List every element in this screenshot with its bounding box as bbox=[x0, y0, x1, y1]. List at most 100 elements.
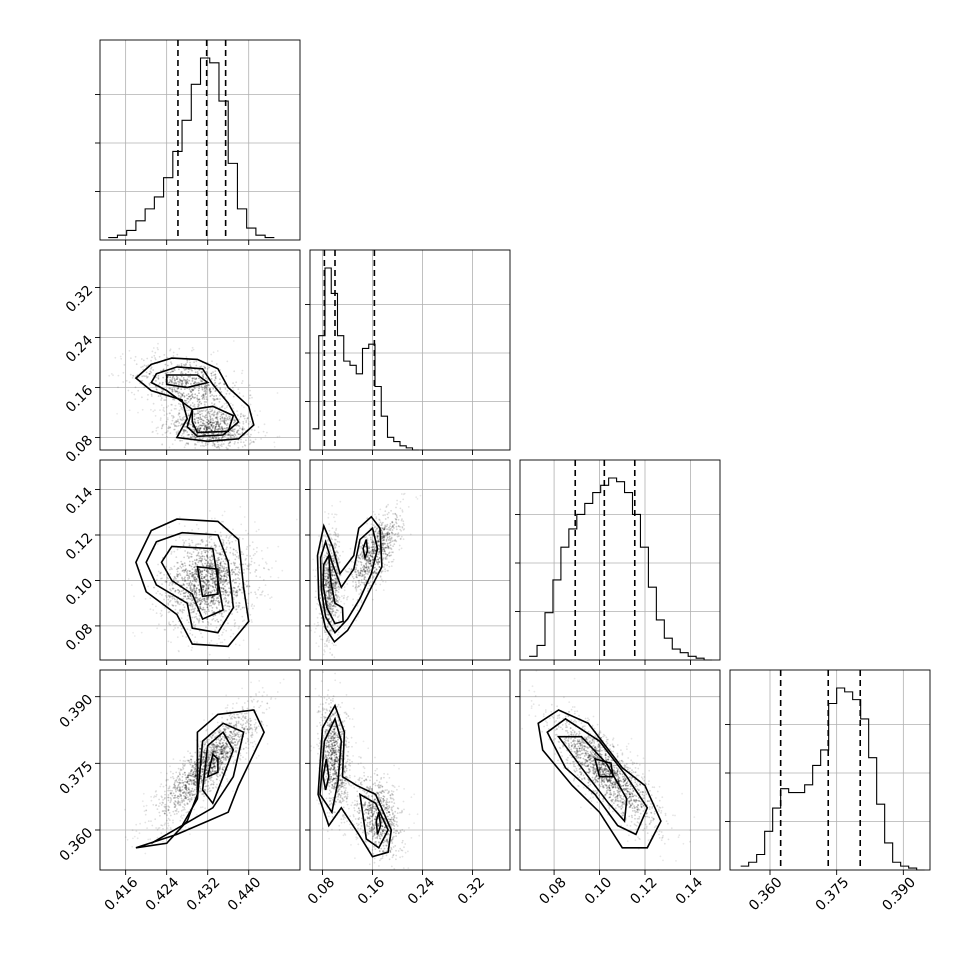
sample-point bbox=[242, 415, 245, 418]
sample-point bbox=[384, 525, 387, 528]
sample-point bbox=[206, 556, 209, 558]
sample-point bbox=[182, 377, 185, 379]
sample-point bbox=[219, 564, 222, 566]
sample-point bbox=[157, 375, 160, 377]
sample-point bbox=[201, 541, 204, 543]
sample-point bbox=[251, 541, 254, 544]
sample-point bbox=[188, 560, 191, 563]
sample-point bbox=[364, 571, 366, 573]
sample-point bbox=[373, 546, 375, 548]
sample-point bbox=[203, 390, 206, 393]
sample-point bbox=[189, 580, 192, 582]
sample-point bbox=[199, 603, 201, 606]
histogram-steps-3 bbox=[740, 687, 925, 871]
sample-point bbox=[235, 590, 238, 593]
sample-point bbox=[235, 723, 238, 726]
sample-point bbox=[227, 571, 229, 573]
sample-point bbox=[202, 799, 205, 802]
sample-point bbox=[195, 378, 198, 380]
sample-point bbox=[376, 532, 379, 534]
sample-point bbox=[364, 562, 367, 565]
sample-point bbox=[223, 435, 226, 437]
sample-point bbox=[360, 581, 363, 584]
sample-point bbox=[190, 383, 192, 385]
sample-point bbox=[174, 404, 177, 407]
sample-point bbox=[378, 548, 380, 551]
sample-point bbox=[212, 750, 215, 753]
sample-point bbox=[247, 743, 250, 746]
sample-point bbox=[221, 753, 224, 755]
sample-point bbox=[187, 368, 190, 370]
sample-point bbox=[360, 575, 363, 578]
sample-point bbox=[383, 548, 385, 551]
sample-point bbox=[220, 763, 223, 766]
sample-point bbox=[334, 594, 337, 596]
sample-point bbox=[340, 600, 342, 603]
sample-point bbox=[315, 642, 318, 644]
sample-point bbox=[295, 518, 298, 521]
sample-point bbox=[249, 613, 252, 616]
sample-point bbox=[181, 611, 184, 614]
sample-point bbox=[381, 527, 384, 530]
sample-point bbox=[203, 599, 205, 601]
sample-point bbox=[180, 434, 183, 437]
sample-point bbox=[363, 583, 366, 586]
sample-point bbox=[176, 568, 178, 571]
sample-point bbox=[362, 566, 364, 569]
sample-point bbox=[233, 433, 236, 435]
sample-point bbox=[201, 555, 204, 558]
sample-point bbox=[168, 446, 171, 449]
sample-point bbox=[215, 423, 217, 426]
sample-point bbox=[231, 569, 233, 571]
sample-point bbox=[325, 633, 327, 636]
sample-point bbox=[207, 608, 210, 611]
sample-point bbox=[188, 577, 191, 580]
sample-point bbox=[175, 431, 178, 434]
sample-point bbox=[262, 430, 265, 433]
sample-point bbox=[196, 600, 199, 603]
sample-point bbox=[222, 413, 224, 416]
sample-point bbox=[375, 516, 378, 518]
sample-point bbox=[190, 602, 192, 605]
sample-point bbox=[225, 750, 228, 753]
sample-point bbox=[238, 568, 241, 571]
sample-point bbox=[254, 569, 257, 571]
sample-point bbox=[173, 781, 176, 784]
sample-point bbox=[186, 595, 189, 597]
sample-point bbox=[253, 429, 256, 432]
sample-point bbox=[230, 436, 232, 439]
sample-point bbox=[178, 368, 180, 371]
sample-point bbox=[191, 589, 194, 592]
sample-point bbox=[167, 809, 170, 812]
sample-point bbox=[380, 532, 383, 535]
sample-point bbox=[234, 384, 236, 387]
sample-point bbox=[167, 603, 170, 606]
sample-point bbox=[324, 586, 326, 589]
sample-point bbox=[237, 627, 240, 630]
sample-point bbox=[364, 551, 367, 554]
sample-point bbox=[372, 552, 375, 555]
sample-point bbox=[222, 412, 225, 415]
sample-point bbox=[207, 591, 210, 594]
sample-point bbox=[386, 532, 388, 535]
sample-point bbox=[331, 513, 333, 516]
sample-point bbox=[250, 736, 253, 738]
sample-point bbox=[399, 507, 402, 510]
sample-point bbox=[240, 438, 242, 441]
sample-point bbox=[393, 539, 395, 542]
sample-point bbox=[201, 419, 204, 422]
sample-point bbox=[222, 631, 224, 634]
sample-point bbox=[200, 385, 203, 388]
sample-point bbox=[241, 708, 244, 711]
sample-point bbox=[188, 395, 190, 398]
sample-point bbox=[227, 605, 230, 608]
sample-point bbox=[391, 560, 394, 563]
sample-point bbox=[377, 540, 380, 543]
sample-point bbox=[191, 380, 194, 382]
sample-point bbox=[207, 384, 210, 386]
sample-point bbox=[190, 553, 193, 556]
sample-point bbox=[214, 583, 217, 586]
sample-point bbox=[180, 379, 183, 382]
sample-point bbox=[376, 528, 378, 530]
sample-point bbox=[219, 579, 221, 582]
